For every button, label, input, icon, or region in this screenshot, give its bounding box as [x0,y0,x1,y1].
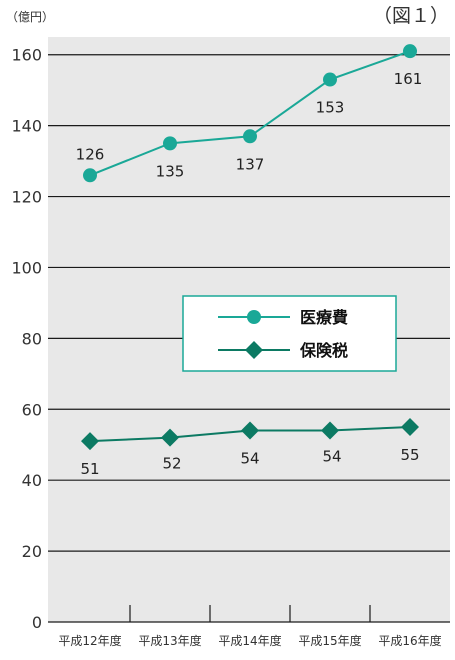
data-point [163,136,177,151]
data-label: 153 [316,99,345,117]
grid-lines [48,54,450,623]
legend-marker [247,310,261,324]
data-label: 52 [162,455,181,473]
data-point [83,168,97,183]
legend-label: 医療費 [300,308,348,327]
series-insurance-tax: 51 52 54 54 55 [80,418,420,478]
data-label: 51 [80,460,99,478]
y-tick-label: 140 [11,117,42,136]
data-point [323,72,337,87]
data-label: 54 [322,448,341,466]
figure-label: （図１） [373,5,449,27]
x-tick-label: 平成12年度 [58,633,121,648]
data-point [81,432,99,451]
x-tick-labels: 平成12年度 平成13年度 平成14年度 平成15年度 平成16年度 [58,633,441,648]
data-label: 161 [394,70,423,88]
data-label: 135 [156,162,185,180]
data-point [243,129,257,144]
y-tick-label: 20 [22,542,42,561]
legend-box [182,295,397,372]
series-layer: 126 135 137 153 161 51 52 54 54 55 [76,44,423,478]
y-tick-labels: 0 20 40 60 80 100 120 140 160 [11,46,42,632]
legend-marker [245,341,263,359]
data-label: 126 [76,145,105,163]
x-tick-label: 平成14年度 [218,633,281,648]
x-tick-label: 平成16年度 [378,633,441,648]
y-tick-label: 0 [32,613,42,632]
data-label: 54 [240,450,259,468]
y-tick-label: 40 [22,471,42,490]
unit-label: （億円） [6,10,54,24]
series-medical-cost: 126 135 137 153 161 [76,44,423,183]
data-label: 137 [236,155,265,173]
data-point [161,428,179,447]
y-tick-label: 100 [11,258,42,277]
y-tick-label: 120 [11,188,42,207]
y-tick-label: 160 [11,46,42,65]
data-point [241,421,259,440]
x-tick-marks [129,605,371,622]
data-point [403,44,417,59]
data-label: 55 [400,446,419,464]
x-tick-label: 平成13年度 [138,633,201,648]
x-tick-label: 平成15年度 [298,633,361,648]
y-tick-label: 60 [22,400,42,419]
legend-label: 保険税 [299,341,348,360]
data-point [321,421,339,440]
data-point [401,418,419,436]
y-tick-label: 80 [22,329,42,348]
